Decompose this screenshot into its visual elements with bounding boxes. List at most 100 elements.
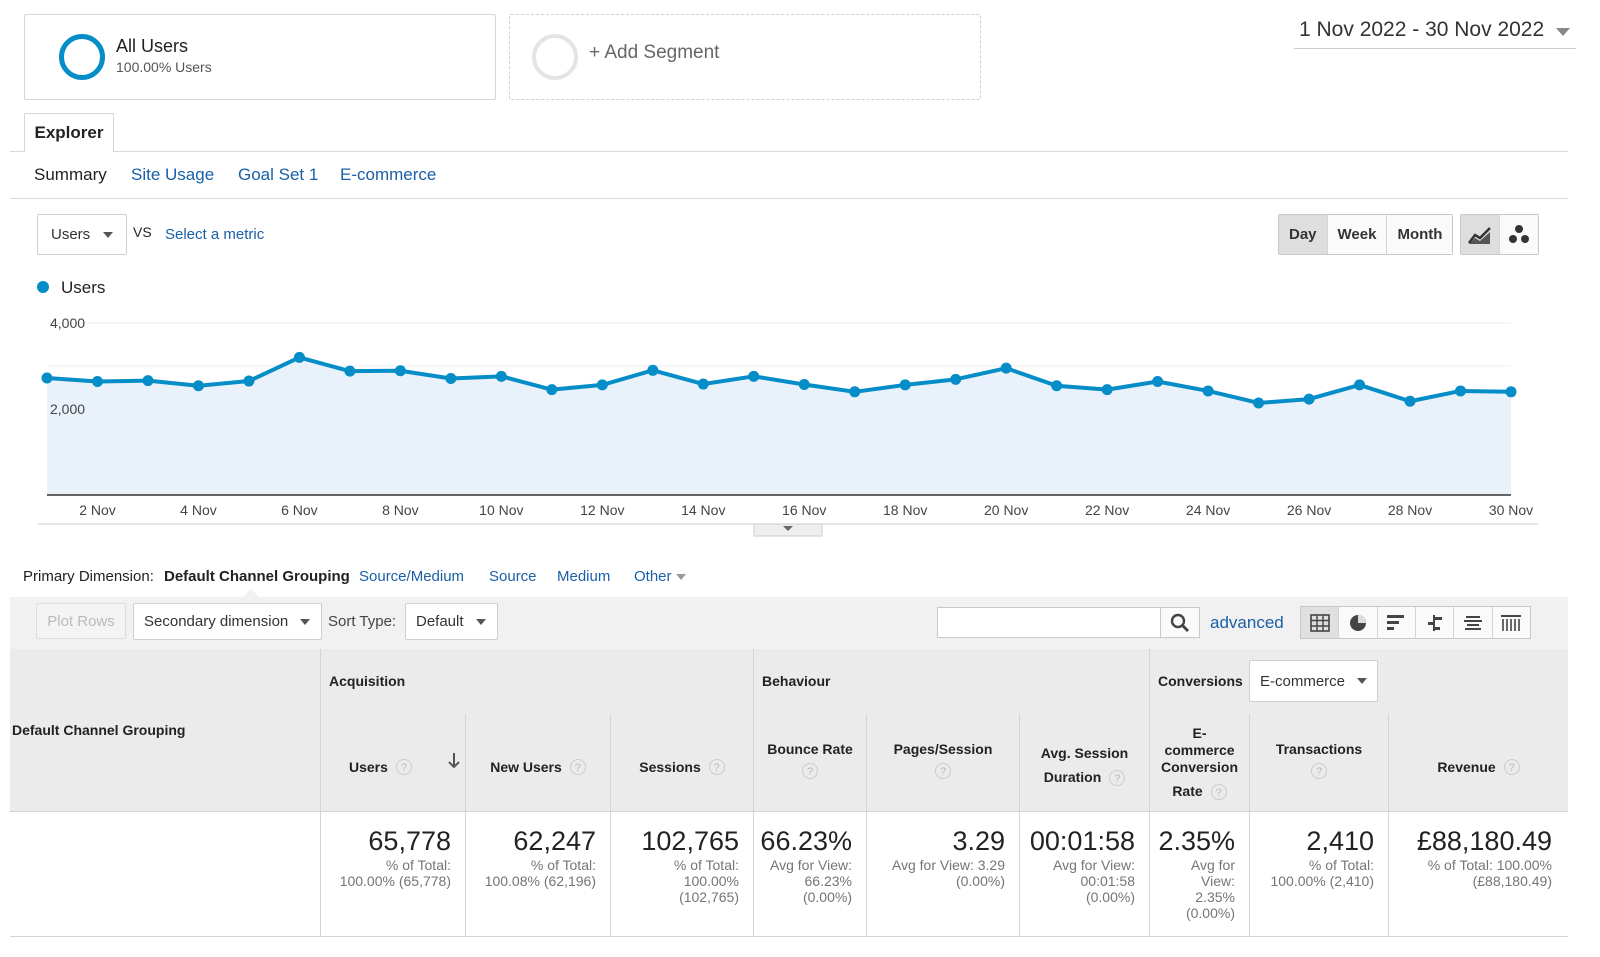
total-subtext: % of Total: [1308,857,1374,873]
col-header-new-users[interactable]: New Users? [465,714,610,811]
conversions-dropdown[interactable]: E-commerce [1249,660,1378,702]
chevron-down-icon [1556,28,1570,36]
col-header-transactions[interactable]: Transactions ? [1249,714,1388,811]
data-point[interactable] [91,375,103,387]
col-header-bounce-rate[interactable]: Bounce Rate ? [753,714,866,811]
view-comparison-button[interactable] [1416,607,1455,638]
behaviour-group: Behaviour [753,649,1149,714]
col-header-sessions[interactable]: Sessions? [610,714,753,811]
total-subtext: 00:01:58 [1080,873,1136,889]
help-icon[interactable]: ? [1311,763,1327,779]
data-point[interactable] [394,365,406,377]
help-icon[interactable]: ? [708,758,725,775]
col-header-pages-session[interactable]: Pages/Session ? [866,714,1019,811]
help-icon[interactable]: ? [802,763,818,779]
help-icon[interactable]: ? [1109,770,1126,787]
segment-all-users[interactable]: All Users 100.00% Users [24,14,496,100]
data-point[interactable] [1505,386,1517,398]
metric-dropdown[interactable]: Users [37,214,127,255]
sort-down-arrow-icon[interactable] [447,752,461,770]
help-icon[interactable]: ? [1210,784,1227,801]
view-percentage-button[interactable] [1339,607,1378,638]
help-icon[interactable]: ? [395,758,412,775]
search-button[interactable] [1160,607,1200,638]
granularity-day[interactable]: Day [1279,215,1328,254]
view-performance-button[interactable] [1378,607,1416,638]
data-point[interactable] [1101,384,1113,396]
subtab-summary[interactable]: Summary [34,165,107,184]
data-point[interactable] [1404,395,1416,407]
subtab-site-usage[interactable]: Site Usage [131,165,215,184]
data-point[interactable] [1354,379,1366,391]
data-point[interactable] [596,379,608,391]
advanced-search-link[interactable]: advanced [1210,613,1284,632]
data-point[interactable] [647,364,659,376]
dimension-source[interactable]: Source [489,568,537,585]
x-tick-label: 4 Nov [180,502,217,518]
line-chart-button[interactable] [1461,215,1500,254]
data-point[interactable] [950,373,962,385]
granularity-month[interactable]: Month [1387,215,1453,254]
data-point[interactable] [849,386,861,398]
col-header-revenue[interactable]: Revenue? [1388,714,1568,811]
view-pivot-button[interactable] [1493,607,1530,638]
data-point[interactable] [546,384,558,396]
table-search-input[interactable] [937,607,1161,638]
col-header-users[interactable]: Users? [320,714,465,811]
data-point[interactable] [445,372,457,384]
sort-type-dropdown[interactable]: Default [405,603,498,640]
motion-chart-button[interactable] [1499,215,1538,254]
help-icon[interactable]: ? [1503,758,1520,775]
granularity-week[interactable]: Week [1327,215,1388,254]
view-data-button[interactable] [1301,607,1340,638]
data-point[interactable] [41,372,53,384]
data-point[interactable] [1000,362,1012,374]
data-point[interactable] [1202,385,1214,397]
secondary-dimension-dropdown[interactable]: Secondary dimension [133,603,322,640]
data-point[interactable] [1253,397,1265,409]
help-icon[interactable]: ? [935,763,951,779]
data-point[interactable] [344,365,356,377]
data-point[interactable] [192,380,204,392]
data-point[interactable] [697,378,709,390]
bar-list-icon [1387,614,1405,630]
motion-chart-icon [1508,224,1529,243]
dimension-other[interactable]: Other [634,568,672,585]
tab-explorer[interactable]: Explorer [24,113,114,152]
data-point[interactable] [495,370,507,382]
data-point[interactable] [1051,380,1063,392]
data-point[interactable] [142,375,154,387]
view-term-cloud-button[interactable] [1454,607,1493,638]
total-subtext: % of Total: [673,857,739,873]
col-header-avg-session-duration[interactable]: Avg. Session Duration? [1019,714,1149,811]
y-tick-label: 2,000 [50,401,85,417]
data-point[interactable] [1455,385,1467,397]
data-point[interactable] [1303,393,1315,405]
help-icon[interactable]: ? [569,758,586,775]
conversions-group: Conversions [1149,649,1568,714]
data-point[interactable] [899,379,911,391]
add-segment-button[interactable]: + Add Segment [509,14,981,100]
conversions-label: Conversions [1158,673,1243,689]
date-range-picker[interactable]: 1 Nov 2022 - 30 Nov 2022 [1294,14,1576,49]
plot-rows-button[interactable]: Plot Rows [36,603,126,639]
total-value: 3.29 [952,826,1005,856]
dimension-medium[interactable]: Medium [557,568,611,585]
data-point[interactable] [748,370,760,382]
pie-chart-icon [1349,614,1366,631]
dimension-header-cell: Default Channel Grouping [10,649,320,811]
select-metric-link[interactable]: Select a metric [165,226,265,243]
data-point[interactable] [243,375,255,387]
col-header-ecommerce-conversion-rate[interactable]: E- commerce Conversion Rate? [1149,714,1249,811]
data-point[interactable] [293,351,305,363]
data-point[interactable] [1152,375,1164,387]
dimension-source-medium[interactable]: Source/Medium [359,568,465,585]
subtab-goal-set-1[interactable]: Goal Set 1 [238,165,319,184]
primary-dimension-active[interactable]: Default Channel Grouping [164,568,350,585]
segment-ring-icon [59,34,105,80]
chevron-down-icon [676,574,686,580]
data-point[interactable] [798,378,810,390]
total-subtext: 66.23% [804,873,852,889]
subtab-ecommerce[interactable]: E-commerce [340,165,437,184]
total-subtext: % of Total: [530,857,596,873]
